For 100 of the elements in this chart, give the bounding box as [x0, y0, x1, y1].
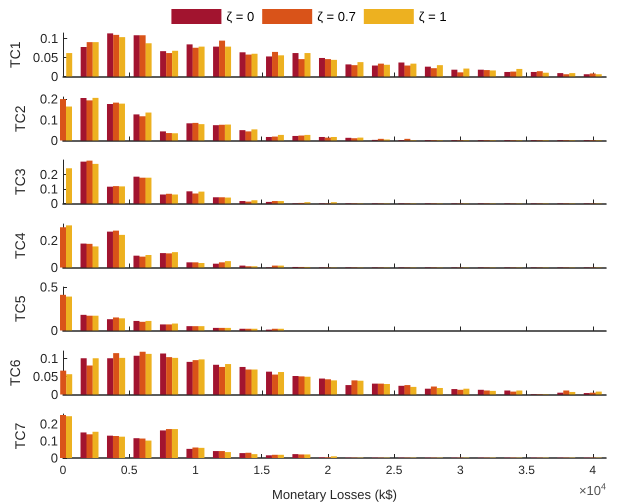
bar — [139, 256, 146, 267]
x-axis-title: Monetary Losses (k$) — [272, 487, 397, 502]
bar — [292, 53, 299, 76]
bar — [292, 135, 298, 140]
bar — [251, 200, 258, 204]
bar — [160, 51, 166, 76]
bar — [318, 136, 325, 140]
y-axis-title: TC5 — [12, 295, 28, 322]
bar — [239, 453, 246, 458]
bar — [516, 68, 522, 76]
bar — [145, 112, 152, 140]
bar — [278, 134, 284, 140]
y-tick-label: 0 — [50, 132, 58, 148]
bar — [345, 64, 352, 76]
bar — [266, 56, 272, 76]
y-axis-title: TC6 — [7, 358, 23, 386]
bar — [563, 390, 570, 394]
y-tick-label: 0.1 — [40, 31, 58, 46]
bar — [504, 390, 510, 394]
bar — [166, 132, 172, 140]
bar — [86, 42, 93, 76]
x-tick-label: 0 — [60, 463, 67, 477]
bar — [298, 454, 304, 458]
y-tick-label: 0.2 — [40, 167, 58, 182]
bar — [484, 70, 490, 76]
bar — [113, 352, 120, 394]
bar — [160, 130, 166, 140]
x-tick-label: 2.5 — [386, 463, 403, 477]
bar — [213, 364, 220, 394]
bar — [510, 72, 516, 76]
bar — [436, 65, 443, 76]
y-axis-title: TC3 — [12, 168, 28, 195]
bar — [357, 137, 364, 140]
bar — [139, 116, 146, 140]
bar — [107, 358, 114, 394]
bar — [192, 448, 198, 458]
y-axis-title: TC1 — [7, 41, 23, 68]
bar — [133, 114, 140, 140]
bar — [351, 65, 358, 76]
bar — [186, 44, 193, 76]
bar — [86, 365, 93, 394]
bar — [140, 351, 146, 394]
bar — [119, 357, 126, 394]
x-tick-label: 4 — [589, 463, 596, 477]
bar — [60, 98, 66, 140]
bar — [372, 66, 378, 76]
bar — [118, 318, 125, 330]
bar — [133, 438, 140, 458]
bar — [92, 164, 98, 204]
bar — [504, 72, 510, 76]
bar — [330, 136, 337, 140]
bar — [219, 366, 226, 394]
bar — [484, 390, 490, 394]
bar — [172, 324, 178, 330]
bar — [166, 356, 172, 394]
bar — [530, 72, 537, 76]
bar — [384, 64, 390, 76]
bar — [86, 316, 92, 330]
bar — [266, 136, 272, 140]
bar — [86, 243, 92, 267]
bar — [451, 388, 458, 394]
y-tick-label: 0.5 — [40, 280, 58, 294]
bar — [92, 432, 98, 458]
bar — [80, 314, 86, 330]
bar — [112, 102, 119, 140]
y-axis-title: TC4 — [12, 232, 28, 258]
bar — [80, 432, 86, 458]
bar — [252, 368, 258, 394]
bar — [430, 68, 437, 76]
bar — [145, 440, 152, 458]
bar — [212, 263, 219, 267]
bar — [304, 134, 310, 140]
bar — [160, 353, 166, 394]
bar — [298, 376, 305, 394]
bar — [66, 53, 72, 76]
bar — [192, 48, 199, 76]
bar — [166, 252, 172, 267]
bar — [304, 53, 311, 76]
bar — [542, 72, 549, 76]
bar — [225, 364, 232, 394]
bar — [186, 326, 192, 330]
bar — [198, 358, 205, 394]
bar — [60, 294, 66, 330]
bar — [240, 366, 246, 394]
bar — [166, 429, 172, 458]
bar — [198, 326, 204, 330]
bar — [324, 378, 331, 394]
bar — [66, 416, 72, 458]
y-tick-label: 0.1 — [40, 182, 58, 196]
bar — [66, 296, 72, 330]
y-axis-title: TC2 — [12, 104, 28, 132]
bar — [213, 46, 220, 76]
bar — [410, 64, 416, 76]
bar — [404, 66, 410, 76]
y-tick-label: 0.1 — [40, 434, 58, 449]
bar — [106, 436, 113, 458]
bar — [345, 384, 352, 394]
bar — [478, 70, 484, 76]
bar — [240, 52, 246, 76]
bar — [160, 430, 166, 458]
